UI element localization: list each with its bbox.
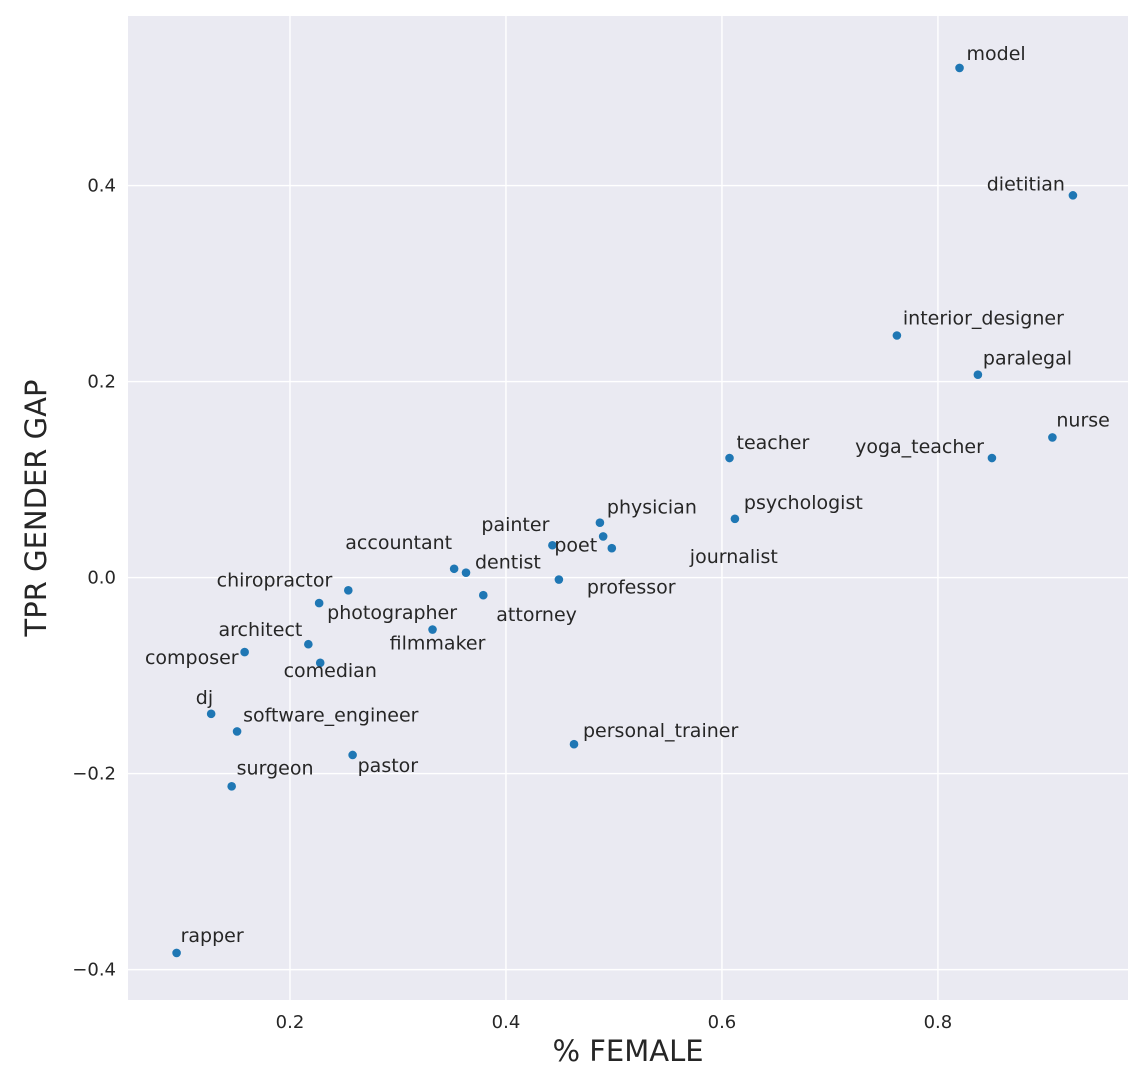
- data-point: [304, 639, 313, 649]
- point-label: dentist: [475, 552, 541, 574]
- data-point: [598, 532, 608, 541]
- data-point: [172, 948, 181, 958]
- x-tick-label: 0.2: [276, 1012, 305, 1033]
- data-point: [548, 540, 557, 550]
- point-label: accountant: [345, 532, 452, 554]
- point-label: poet: [554, 534, 597, 556]
- data-point: [1048, 433, 1057, 442]
- point-label: model: [967, 43, 1026, 65]
- data-point: [554, 575, 564, 584]
- y-tick-label: 0.2: [87, 372, 116, 393]
- data-point: [206, 709, 216, 719]
- data-point: [730, 514, 740, 524]
- data-point: [428, 625, 437, 634]
- point-label: dietitian: [987, 173, 1065, 195]
- point-label: dj: [196, 687, 213, 709]
- point-label: professor: [587, 577, 676, 599]
- point-label: pastor: [358, 755, 419, 777]
- point-label: yoga_teacher: [855, 436, 984, 458]
- data-point: [232, 727, 242, 736]
- point-label: nurse: [1056, 409, 1109, 431]
- point-label: physician: [607, 497, 697, 519]
- data-point: [449, 564, 459, 574]
- data-point: [725, 453, 734, 463]
- point-label: psychologist: [744, 492, 863, 514]
- point-label: filmmaker: [390, 633, 486, 655]
- data-point: [348, 750, 357, 760]
- y-tick-label: 0.4: [87, 176, 116, 197]
- data-point: [478, 590, 488, 600]
- point-label: journalist: [689, 546, 778, 568]
- x-tick-label: 0.4: [492, 1012, 521, 1033]
- data-point: [240, 647, 249, 657]
- data-point: [892, 331, 902, 340]
- data-point: [987, 453, 997, 463]
- x-tick-label: 0.6: [708, 1012, 737, 1033]
- point-label: interior_designer: [903, 308, 1064, 330]
- x-tick-label: 0.8: [924, 1012, 953, 1033]
- plot-area: [128, 16, 1128, 1000]
- y-tick-label: −0.2: [72, 764, 116, 785]
- y-axis-label: TPR GENDER GAP: [19, 379, 53, 637]
- point-label: surgeon: [237, 757, 314, 779]
- point-label: painter: [481, 514, 549, 536]
- y-tick-label: −0.4: [72, 960, 116, 981]
- data-point: [315, 658, 325, 668]
- data-point: [955, 63, 964, 73]
- data-point: [1068, 191, 1078, 200]
- point-label: teacher: [737, 432, 810, 454]
- point-label: attorney: [496, 604, 577, 626]
- point-label: architect: [219, 619, 303, 641]
- data-point: [227, 782, 236, 791]
- data-point: [595, 518, 605, 528]
- point-label: photographer: [327, 602, 457, 624]
- point-label: comedian: [284, 660, 377, 682]
- data-point: [607, 543, 617, 553]
- point-label: software_engineer: [243, 704, 419, 726]
- data-point: [973, 370, 983, 380]
- point-label: rapper: [181, 925, 244, 947]
- point-label: composer: [145, 647, 239, 669]
- y-tick-label: 0.0: [87, 568, 116, 589]
- data-point: [461, 568, 471, 577]
- x-axis-label: % FEMALE: [552, 1034, 704, 1068]
- data-point: [314, 598, 324, 608]
- point-label: paralegal: [983, 348, 1072, 370]
- point-label: personal_trainer: [583, 720, 738, 742]
- data-point: [569, 739, 579, 749]
- data-point: [344, 586, 353, 595]
- point-label: chiropractor: [217, 569, 333, 591]
